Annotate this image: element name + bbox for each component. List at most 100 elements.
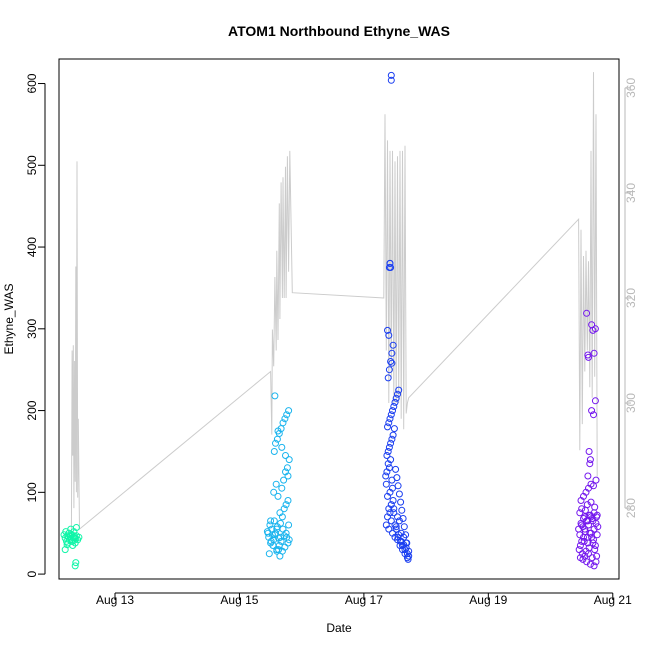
- right-tick-label: 320: [624, 288, 638, 308]
- data-point: [586, 560, 594, 568]
- data-point: [394, 482, 402, 490]
- data-point: [385, 525, 393, 533]
- data-point: [395, 517, 403, 525]
- y-tick-label: 0: [25, 570, 39, 577]
- data-point: [282, 501, 290, 509]
- data-point: [72, 532, 80, 540]
- data-point: [274, 492, 282, 500]
- data-point: [276, 509, 284, 517]
- data-point: [277, 537, 285, 545]
- data-point: [593, 511, 601, 519]
- data-point: [387, 439, 395, 447]
- data-point: [585, 550, 592, 558]
- data-point: [391, 521, 399, 529]
- data-point: [285, 456, 293, 464]
- right-tick-label: 340: [624, 183, 638, 203]
- right-y-axis: 280 300 320 340 360: [624, 78, 638, 519]
- data-point: [405, 552, 413, 560]
- data-point: [387, 358, 395, 365]
- data-point: [392, 523, 400, 531]
- data-point: [283, 464, 291, 472]
- data-point: [272, 439, 279, 447]
- x-tick-label: Aug 13: [96, 593, 134, 607]
- data-point: [72, 559, 80, 567]
- data-point: [591, 503, 599, 511]
- data-point: [591, 397, 599, 405]
- data-point: [394, 536, 401, 544]
- data-point: [267, 517, 275, 525]
- data-point: [390, 425, 398, 433]
- data-point: [280, 476, 288, 484]
- data-point: [388, 359, 396, 367]
- data-point: [399, 515, 407, 522]
- data-point: [386, 509, 394, 517]
- data-point: [592, 558, 600, 566]
- data-point: [393, 474, 401, 482]
- data-point: [282, 452, 289, 459]
- data-point: [395, 531, 403, 539]
- data-point: [275, 546, 283, 554]
- data-point: [389, 497, 397, 504]
- data-point: [586, 460, 594, 468]
- data-point: [402, 544, 410, 552]
- y-tick-label: 200: [25, 400, 39, 420]
- data-point: [578, 537, 586, 545]
- data-point: [390, 403, 398, 410]
- data-point: [271, 392, 279, 400]
- data-point: [384, 460, 392, 468]
- y-tick-label: 600: [25, 73, 39, 93]
- data-point: [387, 517, 395, 525]
- y-tick-label: 300: [25, 318, 39, 338]
- data-point: [383, 452, 391, 459]
- data-point: [384, 374, 392, 382]
- data-point: [284, 539, 292, 547]
- data-point: [284, 472, 292, 480]
- data-point: [590, 411, 597, 419]
- data-point: [590, 562, 598, 570]
- chart-title: ATOM1 Northbound Ethyne_WAS: [228, 23, 450, 39]
- x-tick-label: Aug 15: [220, 593, 258, 607]
- data-point: [283, 411, 291, 419]
- data-point: [385, 331, 393, 339]
- series-group-1: [60, 524, 83, 570]
- data-point: [576, 542, 584, 549]
- y-tick-label: 400: [25, 237, 39, 257]
- data-point: [589, 517, 597, 525]
- data-point: [384, 448, 392, 455]
- secondary-line-layer: [70, 72, 598, 535]
- data-point: [270, 517, 278, 525]
- secondary-series-line: [70, 72, 598, 535]
- data-point: [385, 419, 393, 427]
- data-point: [395, 386, 403, 394]
- series-group-4: [575, 309, 602, 570]
- data-point: [392, 394, 400, 402]
- y-tick-label: 100: [25, 482, 39, 502]
- data-point: [392, 525, 400, 533]
- data-point: [388, 435, 396, 443]
- data-point: [285, 407, 293, 415]
- data-point: [575, 546, 583, 554]
- data-point: [383, 468, 391, 476]
- y-tick-label: 500: [25, 155, 39, 175]
- data-point: [72, 524, 80, 531]
- data-point: [387, 411, 395, 419]
- data-point: [385, 366, 393, 374]
- data-point: [387, 76, 395, 84]
- data-point: [387, 264, 395, 271]
- data-point: [285, 536, 293, 544]
- data-point: [384, 326, 391, 334]
- data-point: [270, 448, 278, 455]
- data-point: [277, 519, 284, 527]
- data-point: [585, 448, 593, 455]
- data-point: [282, 529, 290, 537]
- data-point: [389, 484, 396, 492]
- data-point: [390, 509, 398, 517]
- x-tick-label: Aug 17: [345, 593, 383, 607]
- data-point: [590, 482, 597, 490]
- data-point: [384, 423, 391, 431]
- data-point: [386, 259, 394, 267]
- data-point: [586, 456, 594, 464]
- data-point: [398, 506, 406, 514]
- data-point: [389, 431, 397, 439]
- data-point: [278, 484, 286, 492]
